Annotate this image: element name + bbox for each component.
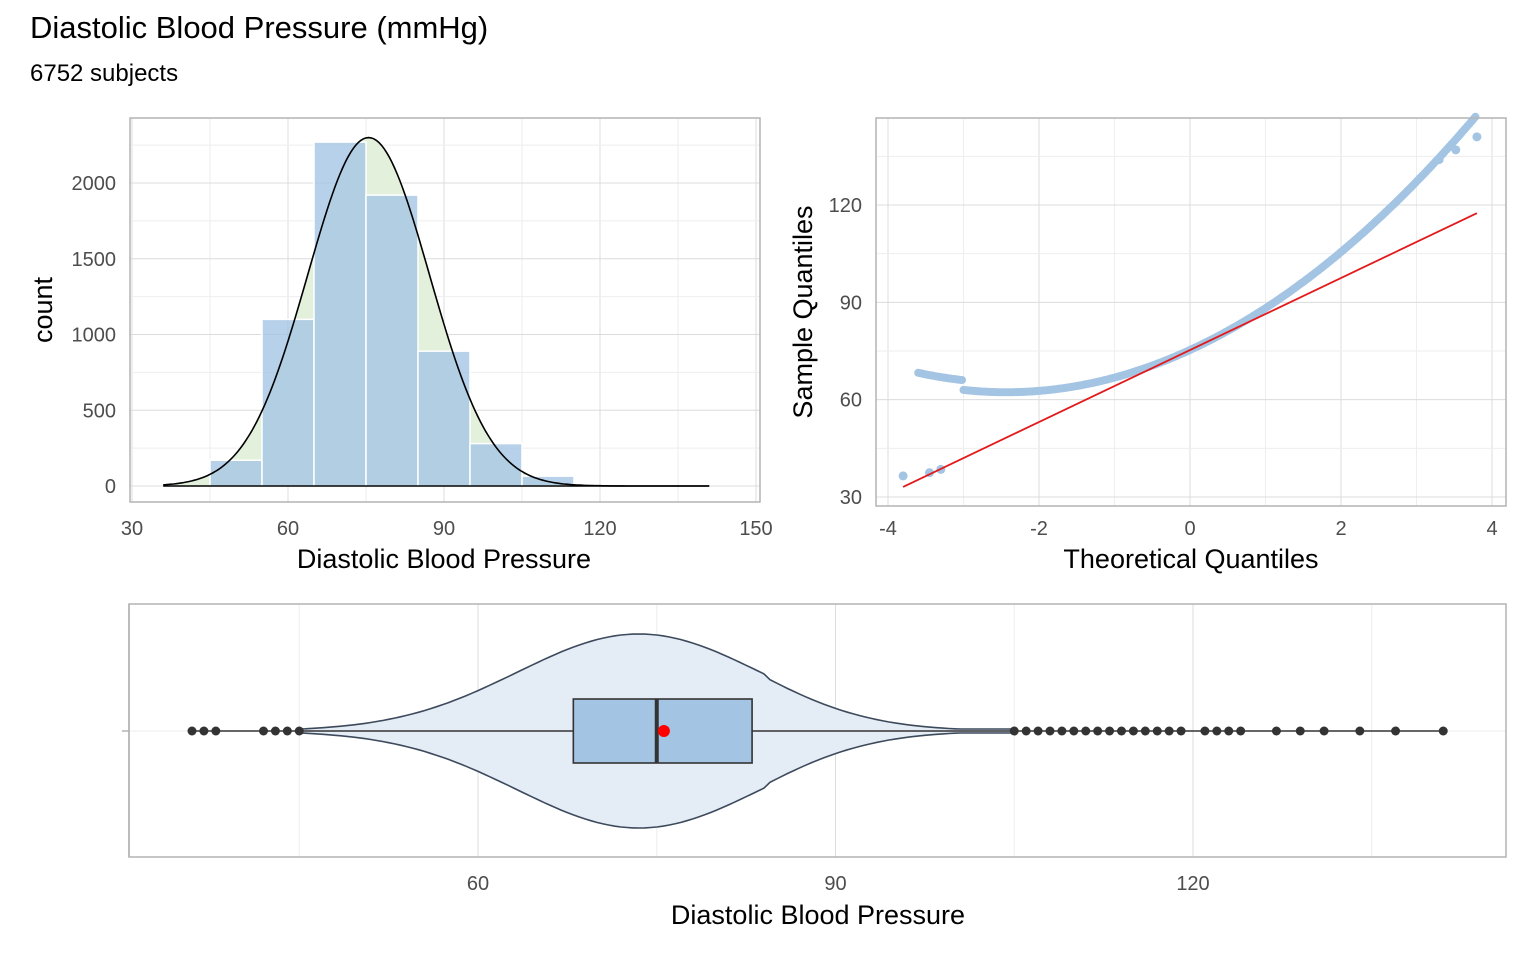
chart-subtitle: 6752 subjects xyxy=(30,60,179,87)
box-outlier-point xyxy=(1236,726,1246,736)
box-outlier-point xyxy=(1009,726,1019,736)
box-outlier-point xyxy=(187,726,197,736)
qq-points xyxy=(898,112,1482,481)
box-outlier-point xyxy=(1033,726,1043,736)
box-outliers xyxy=(187,726,1448,736)
qq-reference-line xyxy=(902,212,1478,488)
box-outlier-point xyxy=(1140,726,1150,736)
hist-x-tick-label: 60 xyxy=(277,518,299,540)
box-x-tick-label: 90 xyxy=(824,873,846,895)
box-outlier-point xyxy=(1176,726,1186,736)
hist-bar xyxy=(365,194,419,487)
qq-y-tick-label: 90 xyxy=(840,292,862,314)
box-outlier-point xyxy=(1128,726,1138,736)
qq-x-tick-label: 4 xyxy=(1486,518,1497,540)
box-outlier-point xyxy=(270,726,280,736)
box-outlier-point xyxy=(1093,726,1103,736)
box-outlier-point xyxy=(282,726,292,736)
qq-x-tick-label: -2 xyxy=(1030,518,1048,540)
qq-y-tick-label: 60 xyxy=(840,390,862,412)
box-outlier-point xyxy=(1152,726,1162,736)
box-outlier-point xyxy=(1021,726,1031,736)
box-outlier-point xyxy=(1319,726,1329,736)
qq-x-axis-title: Theoretical Quantiles xyxy=(1063,544,1318,574)
hist-bar xyxy=(469,442,523,487)
box-outlier-point xyxy=(1117,726,1126,736)
box-outlier-point xyxy=(259,726,268,736)
qq-point xyxy=(958,376,966,384)
qq-point xyxy=(1471,112,1480,121)
qq-y-tick-label: 30 xyxy=(840,487,862,509)
hist-panel-border xyxy=(129,117,761,503)
qq-x-tick-label: -4 xyxy=(879,518,897,540)
box-outlier-point xyxy=(1105,726,1115,736)
chart-title: Diastolic Blood Pressure (mmHg) xyxy=(30,10,489,45)
box-x-tick-label: 120 xyxy=(1176,873,1209,895)
box-mean-point xyxy=(657,725,670,737)
box-outlier-point xyxy=(1295,726,1305,736)
box-x-axis-title: Diastolic Blood Pressure xyxy=(671,900,965,930)
box-outlier-point xyxy=(1391,726,1401,736)
hist-x-tick-label: 90 xyxy=(433,518,455,540)
box-outlier-point xyxy=(1438,726,1448,736)
box-outlier-point xyxy=(1164,726,1174,736)
hist-x-tick-label: 30 xyxy=(121,518,143,540)
hist-bar xyxy=(209,459,263,487)
hist-bar xyxy=(417,350,471,487)
box-outlier-point xyxy=(1355,726,1365,736)
box-x-tick-label: 60 xyxy=(467,873,489,895)
qq-x-tick-label: 2 xyxy=(1335,518,1346,540)
box-outlier-point xyxy=(1045,726,1055,736)
qq-point xyxy=(1434,155,1444,165)
box-outlier-point xyxy=(1081,726,1091,736)
qq-y-axis-title: Sample Quantiles xyxy=(788,205,818,418)
box-outlier-point xyxy=(211,726,221,736)
box-outlier-point xyxy=(199,726,209,736)
hist-bar xyxy=(261,318,315,487)
hist-y-tick-label: 500 xyxy=(83,400,116,422)
box-outlier-point xyxy=(1224,726,1234,736)
hist-y-tick-label: 1000 xyxy=(72,325,117,347)
box-outlier-point xyxy=(1200,726,1210,736)
hist-bar xyxy=(313,141,367,487)
hist-y-tick-label: 2000 xyxy=(72,173,117,195)
hist-y-tick-label: 0 xyxy=(105,476,116,498)
qq-point xyxy=(1472,132,1482,142)
box-outlier-point xyxy=(1057,726,1067,736)
hist-x-axis-title: Diastolic Blood Pressure xyxy=(297,544,591,574)
qq-point xyxy=(1451,145,1461,155)
qq-x-tick-label: 0 xyxy=(1184,518,1195,540)
hist-y-tick-label: 1500 xyxy=(72,249,117,271)
qq-y-tick-label: 120 xyxy=(829,195,862,217)
hist-x-tick-label: 120 xyxy=(583,518,616,540)
qq-point xyxy=(898,471,908,481)
hist-y-axis-title: count xyxy=(28,276,58,343)
box-outlier-point xyxy=(1271,726,1281,736)
box-outlier-point xyxy=(294,726,304,736)
qq-panel-border xyxy=(875,117,1507,507)
box-outlier-point xyxy=(1212,726,1222,736)
box-outlier-point xyxy=(1069,726,1079,736)
hist-x-tick-label: 150 xyxy=(739,518,772,540)
